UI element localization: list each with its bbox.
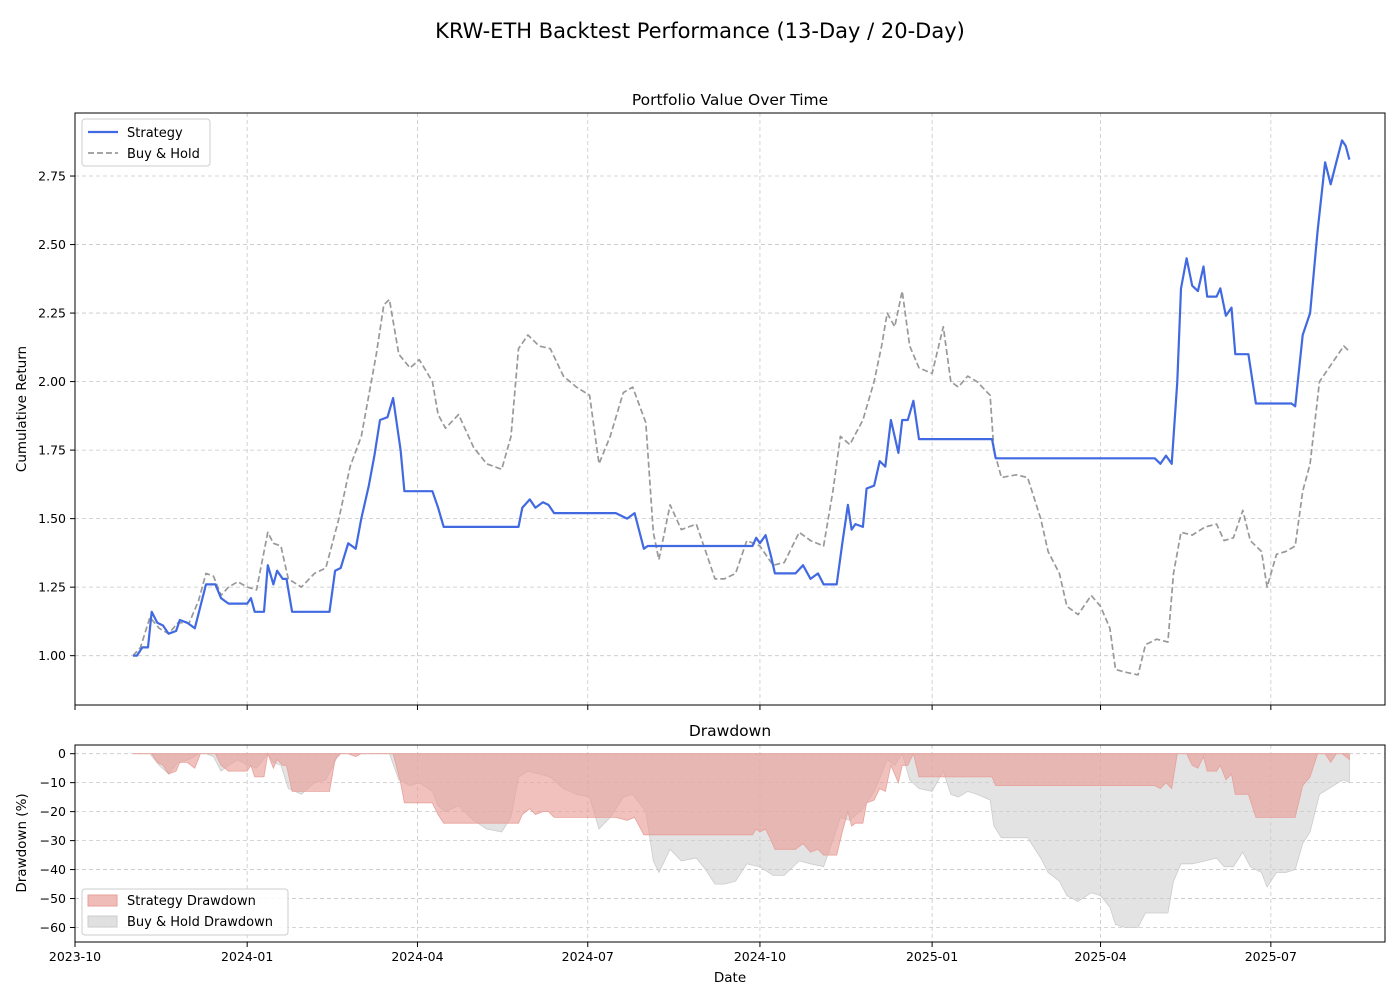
legend-buy-hold-label: Buy & Hold	[127, 147, 200, 162]
portfolio-y-axis-title: Cumulative Return	[14, 346, 30, 472]
drawdown-legend: Strategy Drawdown Buy & Hold Drawdown	[81, 888, 289, 936]
x-axis-title: Date	[714, 970, 746, 986]
portfolio-series	[132, 139, 1351, 676]
legend-strategy-drawdown-swatch-icon	[87, 894, 118, 907]
x-tick-label: 2024-01	[221, 949, 273, 964]
portfolio-legend: Strategy Buy & Hold	[81, 118, 211, 167]
portfolio-legend-box	[81, 118, 211, 167]
buy-hold-line	[132, 290, 1350, 676]
legend-buy-hold-drawdown-label: Buy & Hold Drawdown	[127, 915, 273, 930]
legend-strategy-drawdown-label: Strategy Drawdown	[127, 894, 256, 909]
portfolio-y-tick-label: 1.25	[38, 580, 66, 595]
portfolio-grid	[74, 113, 1385, 705]
drawdown-y-tick-label: −20	[40, 804, 66, 819]
drawdown-y-tick-label: −10	[40, 775, 66, 790]
drawdown-y-tick-label: −30	[40, 833, 66, 848]
drawdown-y-tick-label: 0	[58, 746, 66, 761]
drawdown-panel-title: Drawdown	[689, 722, 771, 740]
drawdown-plot-frame	[74, 744, 1386, 943]
portfolio-panel-title: Portfolio Value Over Time	[632, 91, 828, 109]
portfolio-y-tick-label: 2.25	[38, 306, 66, 321]
x-tick-label: 2025-01	[906, 949, 958, 964]
figure-title: KRW-ETH Backtest Performance (13-Day / 2…	[435, 19, 965, 43]
drawdown-y-tick-label: −50	[40, 891, 66, 906]
drawdown-series	[133, 752, 1350, 928]
x-tick-label: 2024-07	[562, 949, 614, 964]
x-tick-label: 2023-10	[49, 949, 101, 964]
x-tick-label: 2025-07	[1245, 949, 1297, 964]
drawdown-ticks: 2023-10 2024-01 2024-04 2024-07 2024-10 2025-…	[40, 746, 1297, 964]
legend-strategy-label: Strategy	[127, 126, 183, 141]
drawdown-legend-box	[81, 888, 289, 936]
legend-buy-hold-drawdown-swatch-icon	[87, 915, 118, 928]
strategy-line	[133, 139, 1351, 657]
drawdown-y-axis-title: Drawdown (%)	[14, 793, 30, 892]
portfolio-y-tick-label: 1.00	[38, 648, 66, 663]
x-tick-label: 2024-10	[734, 949, 786, 964]
drawdown-panel: Drawdown 2023-10 2024-01 2024-04 2024-07 202…	[14, 722, 1386, 986]
portfolio-y-tick-label: 2.00	[38, 374, 66, 389]
drawdown-y-tick-label: −40	[40, 862, 66, 877]
strategy-drawdown-area	[133, 752, 1350, 856]
portfolio-plot-frame	[74, 112, 1386, 706]
portfolio-y-tick-label: 2.75	[38, 169, 66, 184]
portfolio-y-tick-label: 1.50	[38, 511, 66, 526]
x-tick-label: 2024-04	[391, 949, 443, 964]
drawdown-y-tick-label: −60	[40, 920, 66, 935]
portfolio-y-tick-label: 1.75	[38, 443, 66, 458]
portfolio-y-tick-label: 2.50	[38, 237, 66, 252]
x-tick-label: 2025-04	[1074, 949, 1126, 964]
portfolio-ticks: 1.00 1.25 1.50 1.75 2.00 2.25 2.50 2.75	[38, 169, 1272, 710]
portfolio-value-panel: Portfolio Value Over Time 1.001.251.501.…	[14, 91, 1386, 710]
